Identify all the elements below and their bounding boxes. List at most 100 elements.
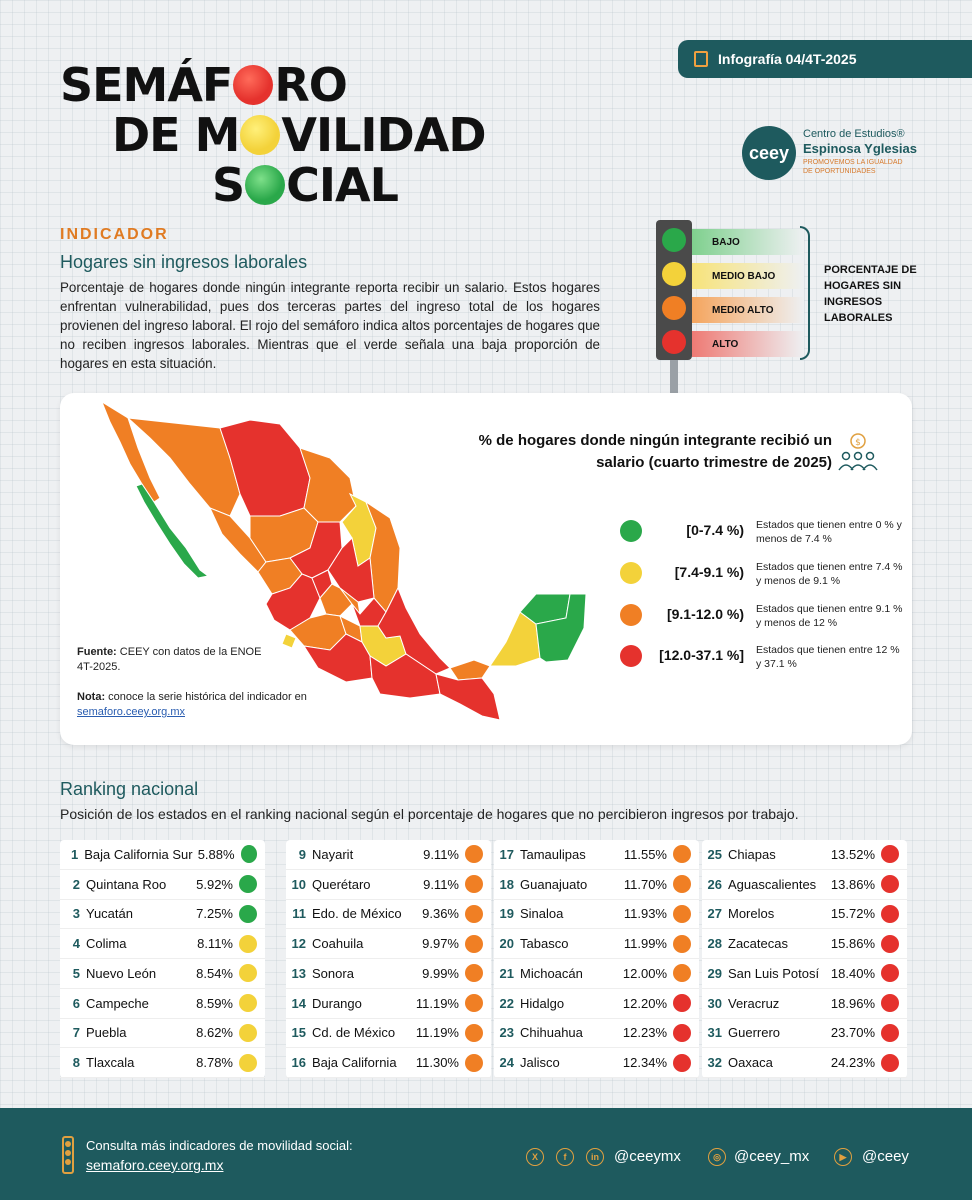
rank-number: 32 [707,1055,722,1071]
legend-dot-yellow [620,562,642,584]
rank-number: 9 [298,846,306,862]
rank-number: 7 [72,1025,80,1041]
level-dot [881,994,899,1013]
map-jalisco [265,573,321,631]
badge-text: Infografía 04/4T-2025 [718,51,857,67]
state-name: Querétaro [312,876,371,892]
logo-short: ceey [748,142,790,163]
table-row: 10 Querétaro 9.11% [286,870,491,900]
table-row: 28 Zacatecas 15.86% [702,929,907,959]
rank-number: 23 [499,1025,514,1041]
legend-desc-2: Estados que tienen entre 7.4 % y menos d… [756,561,903,587]
state-value: 5.92% [196,876,233,892]
rank-number: 3 [72,906,80,922]
state-value: 24.23% [830,1055,875,1071]
level-dot [673,904,691,923]
rank-number: 14 [291,995,306,1011]
table-row: 5 Nuevo León 8.54% [60,959,265,989]
table-row: 15 Cd. de México 11.19% [286,1019,491,1049]
state-value: 9.36% [422,906,459,922]
state-value: 9.11% [423,846,459,862]
state-name: Tlaxcala [86,1055,135,1071]
table-row: 26 Aguascalientes 13.86% [702,870,907,900]
map-veracruz [377,586,451,675]
state-value: 12.20% [622,995,667,1011]
state-value: 9.99% [422,965,459,981]
state-value: 8.11% [197,936,233,952]
state-name: Morelos [728,906,775,922]
rank-number: 28 [707,936,722,952]
state-name: Guerrero [728,1025,781,1041]
note-text: conoce la serie histórica del indicador … [108,691,307,703]
map-baja-california [100,400,161,503]
map-colima [281,633,297,649]
level-dot [465,964,483,983]
ceey-logo: ceey [742,126,796,180]
ranking-column-3: 17 Tamaulipas 11.55% 18 Guanajuato 11.70% 19 Si… [494,840,699,1078]
rank-number: 2 [72,876,80,892]
level-dot [673,994,691,1013]
rank-number: 13 [291,965,306,981]
source-note: Fuente: CEEY con datos de la ENOE 4T-202… [77,645,267,675]
footer-link[interactable]: semaforo.ceey.org.mx [86,1157,224,1173]
rank-number: 8 [72,1055,80,1071]
rank-number: 31 [707,1025,722,1041]
youtube-icon[interactable]: ▶ [834,1148,852,1166]
state-name: Aguascalientes [728,876,817,892]
legend-desc-4: Estados que tienen entre 12 % y 37.1 % [756,644,900,670]
social-handle-2[interactable]: @ceey_mx [734,1148,810,1165]
social-handle-1[interactable]: @ceeymx [614,1148,681,1165]
level-dot [239,1053,257,1072]
state-name: Zacatecas [728,936,788,952]
traffic-light-pole [670,360,678,394]
state-name: Sinaloa [520,906,564,922]
ranking-description: Posición de los estados en el ranking na… [60,806,799,822]
table-row: 3 Yucatán 7.25% [60,900,265,930]
state-value: 8.59% [196,995,233,1011]
level-dot [465,994,483,1013]
table-row: 2 Quintana Roo 5.92% [60,870,265,900]
level-dot [881,845,899,864]
indicator-title: Hogares sin ingresos laborales [60,252,308,272]
level-alto: ALTO [692,331,804,357]
note-link[interactable]: semaforo.ceey.org.mx [77,706,186,718]
state-name: Cd. de México [312,1025,396,1041]
state-value: 11.93% [623,906,667,922]
level-dot [239,994,257,1013]
level-medio-bajo: MEDIO BAJO [692,263,804,289]
legend-range-2: [7.4-9.1 %) [674,564,744,580]
legend-desc-1: Estados que tienen entre 0 % y menos de … [756,519,902,545]
table-row: 6 Campeche 8.59% [60,989,265,1019]
linkedin-icon[interactable]: in [586,1148,604,1166]
table-row: 23 Chihuahua 12.23% [494,1019,699,1049]
state-value: 11.70% [623,876,667,892]
table-row: 25 Chiapas 13.52% [702,840,907,870]
svg-text:$: $ [855,438,861,448]
instagram-icon[interactable]: ◎ [708,1148,726,1166]
rank-number: 12 [291,936,306,952]
x-icon[interactable]: X [526,1148,544,1166]
table-row: 17 Tamaulipas 11.55% [494,840,699,870]
title-text: CIAL [286,158,399,212]
rank-number: 16 [291,1055,306,1071]
level-dot [881,964,899,983]
title-text: RO [274,58,348,112]
legend-range-1: [0-7.4 %) [686,522,744,538]
level-dot [881,1053,899,1072]
table-row: 18 Guanajuato 11.70% [494,870,699,900]
level-dot [881,904,899,923]
social-handle-3[interactable]: @ceey [862,1148,909,1165]
facebook-icon[interactable]: f [556,1148,574,1166]
legend-dot-red [620,645,642,667]
state-name: Puebla [86,1025,127,1041]
state-name: Oaxaca [728,1055,773,1071]
state-value: 11.19% [415,1025,459,1041]
state-name: Tamaulipas [520,846,586,862]
table-row: 27 Morelos 15.72% [702,900,907,930]
state-name: Jalisco [520,1055,560,1071]
map-title: % de hogares donde ningún integrante rec… [478,432,832,471]
level-dot [881,1023,899,1042]
map-quintana-roo [535,593,587,663]
state-value: 7.25% [196,906,233,922]
red-light-letter-o [233,65,274,105]
